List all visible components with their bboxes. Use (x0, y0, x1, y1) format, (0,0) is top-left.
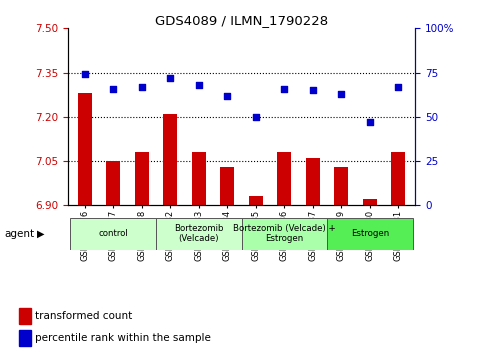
Bar (249, 196, 263, 205)
Point (252, 114, 260, 120)
Bar (391, 152, 405, 205)
Text: ▶: ▶ (37, 229, 44, 239)
Point (309, 87, 317, 93)
Text: Bortezomib (Velcade) +
Estrogen: Bortezomib (Velcade) + Estrogen (233, 224, 336, 243)
Bar (78, 93, 92, 205)
Bar (106, 161, 120, 205)
Point (338, 91, 345, 97)
Bar (306, 158, 320, 205)
Point (281, 86, 288, 91)
Point (395, 84, 402, 90)
Bar (19, 330, 30, 346)
Text: percentile rank within the sample: percentile rank within the sample (35, 333, 211, 343)
Bar (19, 308, 30, 324)
Text: control: control (99, 229, 128, 238)
Title: GDS4089 / ILMN_1790228: GDS4089 / ILMN_1790228 (155, 14, 328, 27)
Text: Estrogen: Estrogen (351, 229, 389, 238)
Bar (163, 114, 177, 205)
Point (366, 119, 374, 125)
Bar (334, 167, 348, 205)
Bar (327, 218, 412, 250)
Bar (156, 218, 242, 250)
Bar (220, 167, 234, 205)
Point (138, 84, 145, 90)
Point (109, 86, 117, 91)
Bar (71, 218, 156, 250)
Point (81, 72, 88, 77)
Text: transformed count: transformed count (35, 311, 132, 321)
Text: agent: agent (5, 229, 35, 239)
Bar (242, 218, 327, 250)
Bar (192, 152, 206, 205)
Point (223, 93, 231, 98)
Point (166, 75, 174, 81)
Bar (135, 152, 149, 205)
Point (195, 82, 202, 88)
Bar (277, 152, 291, 205)
Text: Bortezomib
(Velcade): Bortezomib (Velcade) (174, 224, 224, 243)
Bar (363, 199, 377, 205)
